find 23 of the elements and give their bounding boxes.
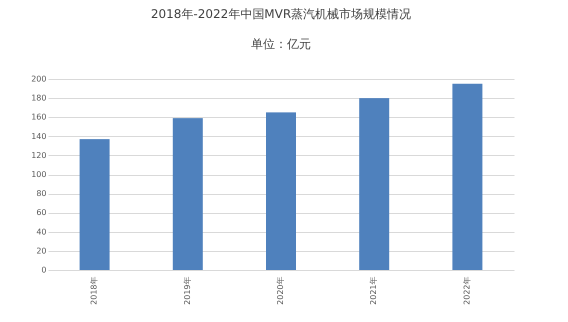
x-tick-label: 2018年 <box>90 276 99 305</box>
y-tick-label: 120 <box>31 150 46 160</box>
y-tick-label: 0 <box>41 266 46 274</box>
y-tick-label: 100 <box>31 170 46 179</box>
x-tick-label: 2022年 <box>462 276 472 305</box>
bar <box>452 84 482 270</box>
y-tick-label: 20 <box>36 246 46 256</box>
bar <box>359 98 390 270</box>
bar <box>80 139 110 270</box>
chart-title: 2018年-2022年中国MVR蒸汽机械市场规模情况 <box>150 7 412 21</box>
y-tick-label: 40 <box>36 227 46 236</box>
y-tick-label: 160 <box>31 112 46 122</box>
y-tick-label: 80 <box>36 189 46 198</box>
x-tick-label: 2019年 <box>182 276 192 305</box>
y-tick-label: 180 <box>31 94 46 103</box>
y-tick-label: 200 <box>31 74 46 84</box>
y-tick-label: 140 <box>31 132 46 141</box>
x-tick-label: 2021年 <box>369 276 378 305</box>
bar <box>172 118 203 270</box>
chart-subtitle: 单位：亿元 <box>251 37 311 51</box>
bar <box>266 112 296 270</box>
y-tick-label: 60 <box>36 208 46 218</box>
x-tick-label: 2020年 <box>276 276 285 305</box>
